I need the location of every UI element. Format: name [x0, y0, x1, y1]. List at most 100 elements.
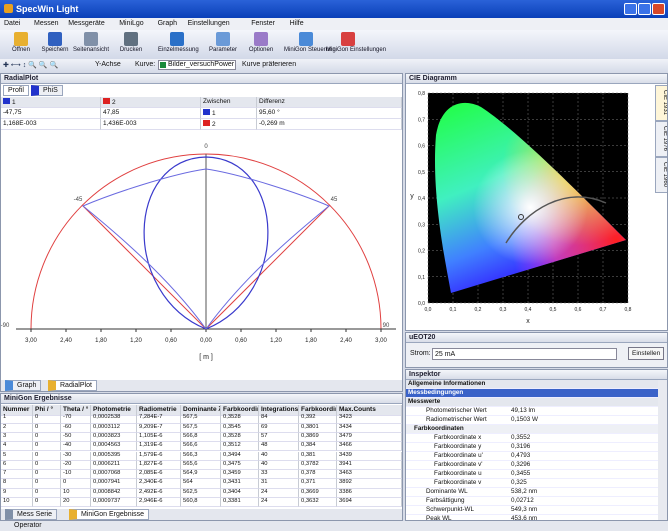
phis-tab[interactable]: PhiS	[31, 85, 63, 96]
toolbar-button[interactable]: Einzelmessung	[158, 31, 199, 58]
minimize-button[interactable]	[624, 3, 637, 15]
cell-text: 47,85	[103, 109, 120, 116]
scrollbar[interactable]	[658, 380, 667, 520]
property-label: Allgemeine Informationen	[408, 380, 486, 387]
toolbar-button[interactable]: Speichern	[36, 31, 74, 58]
toolbar-button[interactable]: MiniGon Steuerung	[284, 31, 336, 58]
table-cell: 0,3381	[221, 498, 259, 508]
results-tabs: Mess Serie MiniGon Ergebnisse	[1, 509, 402, 520]
property-label: Farbkoordinaten	[414, 425, 464, 432]
radial-tabs: Graph RadialPlot	[1, 380, 402, 391]
table-cell: 2	[201, 119, 257, 130]
axis-label: 1,80	[95, 338, 107, 344]
color-swatch	[203, 120, 210, 126]
x-tick-label: 0,0	[425, 307, 432, 313]
table-cell: 20	[61, 498, 91, 508]
angle-label: 45	[331, 197, 338, 203]
table-cell: 7	[1, 470, 33, 480]
table-cell: 40	[259, 460, 299, 471]
side-tab[interactable]: CIE 1960	[655, 157, 667, 193]
table-cell: 1	[201, 108, 257, 119]
property-label: Messbedingungen	[408, 389, 464, 396]
subsection-header: Farbkoordinaten	[406, 425, 658, 434]
side-tab[interactable]: CIE 1931	[655, 85, 667, 121]
table-cell: 564,9	[181, 470, 221, 480]
side-tab[interactable]: CIE 1976	[655, 121, 667, 157]
axis-unit: [ m ]	[199, 354, 213, 361]
prefer-curve-button[interactable]: Kurve präferieren	[242, 61, 297, 68]
angle-label: 0	[204, 144, 208, 150]
toolbar-button[interactable]: Seitenansicht	[72, 31, 110, 58]
button-label: Drucken	[119, 47, 143, 53]
table-cell: 0,371	[299, 479, 337, 489]
cell-text: 1,168E-003	[3, 120, 37, 127]
y-axis-button[interactable]: Y-Achse	[95, 61, 121, 68]
property-row: Peak WL 453,6 nm	[406, 515, 658, 520]
x-tick-label: 0,8	[625, 307, 632, 313]
toolbar-button[interactable]: Optionen	[242, 31, 280, 58]
current-input[interactable]: 25 mA	[432, 348, 617, 360]
curve-select[interactable]: Bilder_versuchPower 250	[158, 60, 236, 70]
table-cell: 1	[1, 414, 33, 424]
table-cell: 8	[1, 479, 33, 489]
button-label: Speichern	[41, 47, 69, 53]
menu-item[interactable]: Messgeräte	[68, 20, 105, 27]
cie-diagram: 0,0 0,1 0,2 0,3 0,4 0,5 0,6 0,7 0,8 0,0 0,1 0,2 0,3 0…	[410, 91, 632, 325]
table-cell: -30	[61, 451, 91, 461]
panel-tab[interactable]: Graph	[5, 380, 42, 391]
button-icon	[341, 32, 355, 46]
set-button[interactable]: Einstellen	[628, 347, 664, 360]
table-cell: 1,436E-003	[101, 119, 201, 130]
button-label: Parameter	[208, 47, 237, 53]
header-cell: Farbkoordin.	[299, 405, 337, 416]
table-cell: 0,3459	[221, 470, 259, 480]
table-cell: -10	[61, 470, 91, 480]
table-cell: 0,381	[299, 451, 337, 461]
property-label: Farbkoordinate v	[434, 479, 482, 486]
table-cell: 0,0004563	[91, 442, 137, 452]
table-cell: 0,0002538	[91, 414, 137, 424]
header-cell: Phi / °	[33, 405, 61, 416]
angle-label: -90	[1, 323, 10, 329]
x-tick-label: 0,2	[475, 307, 482, 313]
header-cell: Differenz	[257, 97, 402, 108]
property-value: 0,325	[511, 479, 527, 486]
toolbar-button[interactable]: Öffnen	[2, 31, 40, 58]
table-cell: 10	[61, 488, 91, 498]
menu-item[interactable]: Fenster	[251, 20, 275, 27]
toolbar-button[interactable]: MiniGon Einstellungen	[326, 31, 386, 58]
inspector-panel: Inspektor Allgemeine Informationen Messbe…	[405, 369, 668, 521]
button-label: Öffnen	[12, 47, 30, 53]
toolbar-button[interactable]: Parameter	[204, 31, 242, 58]
menu-item[interactable]: Hilfe	[289, 20, 304, 27]
menu-item[interactable]: Graph	[157, 20, 178, 27]
panel-tab[interactable]: MiniGon Ergebnisse	[69, 509, 150, 520]
table-cell: 31	[259, 479, 299, 489]
table-cell: 3439	[337, 451, 402, 461]
profile-tab[interactable]: Profil	[3, 85, 29, 96]
menu-item[interactable]: MiniLgo	[119, 20, 144, 27]
table-cell: 0,0008842	[91, 488, 137, 498]
menu-item[interactable]: Messen	[34, 20, 59, 27]
zoom-tools[interactable]: ✚ ⟷ ↕ 🔍 🔍 🔍	[3, 62, 59, 69]
operator-tab[interactable]: Operator	[14, 522, 42, 529]
panel-tab[interactable]: Mess Serie	[5, 509, 58, 520]
table-cell: 47,85	[101, 108, 201, 119]
menu-item[interactable]: Datei	[4, 20, 21, 27]
table-cell: 0,378	[299, 470, 337, 480]
table-cell: 10	[1, 498, 33, 508]
table-cell: 57	[259, 432, 299, 443]
x-tick-label: 0,6	[575, 307, 582, 313]
axis-label: 0,00	[200, 338, 212, 344]
section-header: Messbedingungen	[406, 389, 658, 398]
x-tick-label: 0,3	[500, 307, 507, 313]
table-cell: 567,5	[181, 423, 221, 433]
toolbar-button[interactable]: Drucken	[112, 31, 150, 58]
menu-item[interactable]: Einstellungen	[187, 20, 230, 27]
panel-tab[interactable]: RadialPlot	[48, 380, 97, 391]
close-button[interactable]	[652, 3, 665, 15]
cell-text: 95,60 °	[259, 109, 280, 116]
maximize-button[interactable]	[638, 3, 651, 15]
white-region	[434, 102, 626, 293]
section-header: Messwerte	[406, 398, 658, 407]
